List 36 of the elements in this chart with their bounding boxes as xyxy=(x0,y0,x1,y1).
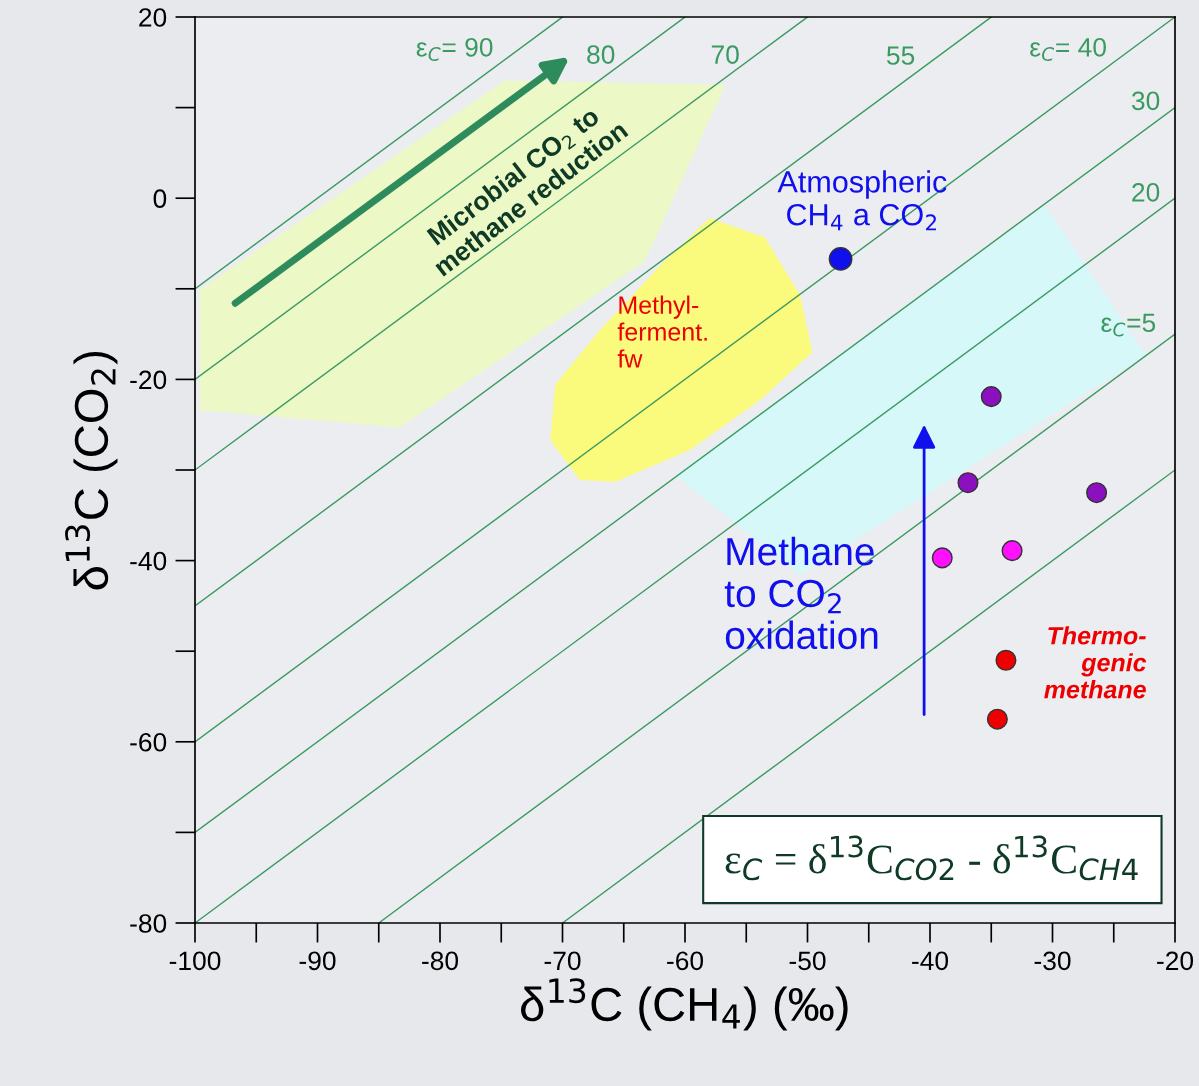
x-tick-label: -90 xyxy=(299,951,336,971)
annotation: 80 xyxy=(587,45,615,64)
x-tick-label: -70 xyxy=(544,951,581,971)
x-axis-title: δ$^{13}$C (CH$_{4}$) (‰) xyxy=(521,978,848,1031)
y-tick-label: -40 xyxy=(130,551,167,571)
x-tick-label: -50 xyxy=(789,951,826,971)
point xyxy=(957,472,979,494)
x-tick-label: -20 xyxy=(1157,951,1194,971)
point xyxy=(980,386,1002,408)
y-tick-label: 20 xyxy=(139,8,167,27)
annotation: Methyl- ferment. fw xyxy=(617,295,707,368)
point xyxy=(828,247,853,271)
y-tick-label: -20 xyxy=(130,370,167,390)
annotation: ε$_{C}$=5 xyxy=(1101,313,1156,337)
x-tick-label: -30 xyxy=(1034,951,1071,971)
point xyxy=(931,547,953,569)
annotation: ε$_{C}$= 90 xyxy=(416,37,493,61)
point xyxy=(1086,482,1108,504)
point xyxy=(1001,540,1023,562)
annotation: 20 xyxy=(1132,182,1160,202)
x-tick-label: -100 xyxy=(169,951,221,971)
annotation: 70 xyxy=(711,45,739,64)
y-tick-label: 0 xyxy=(153,189,167,209)
point xyxy=(986,708,1008,730)
y-tick-label: -80 xyxy=(130,914,167,933)
text: ε$_{C}$ = δ$^{13}$C$_{CO2}$ - δ$^{13}$C$_{CH4}$ xyxy=(725,835,1138,881)
y-axis-title: δ$^{13}$C (CO$_{2}$) xyxy=(65,351,118,590)
annotation: ε$_{C}$= 40 xyxy=(1030,37,1106,61)
annotation: 30 xyxy=(1131,91,1160,111)
x-tick-label: -40 xyxy=(912,951,949,971)
annotation: Thermo- genic methane xyxy=(1044,626,1147,699)
point xyxy=(995,649,1017,671)
x-tick-label: -80 xyxy=(422,951,459,971)
x-tick-label: -60 xyxy=(667,951,704,971)
annotation: 55 xyxy=(886,46,915,65)
y-tick-label: -60 xyxy=(130,732,167,752)
